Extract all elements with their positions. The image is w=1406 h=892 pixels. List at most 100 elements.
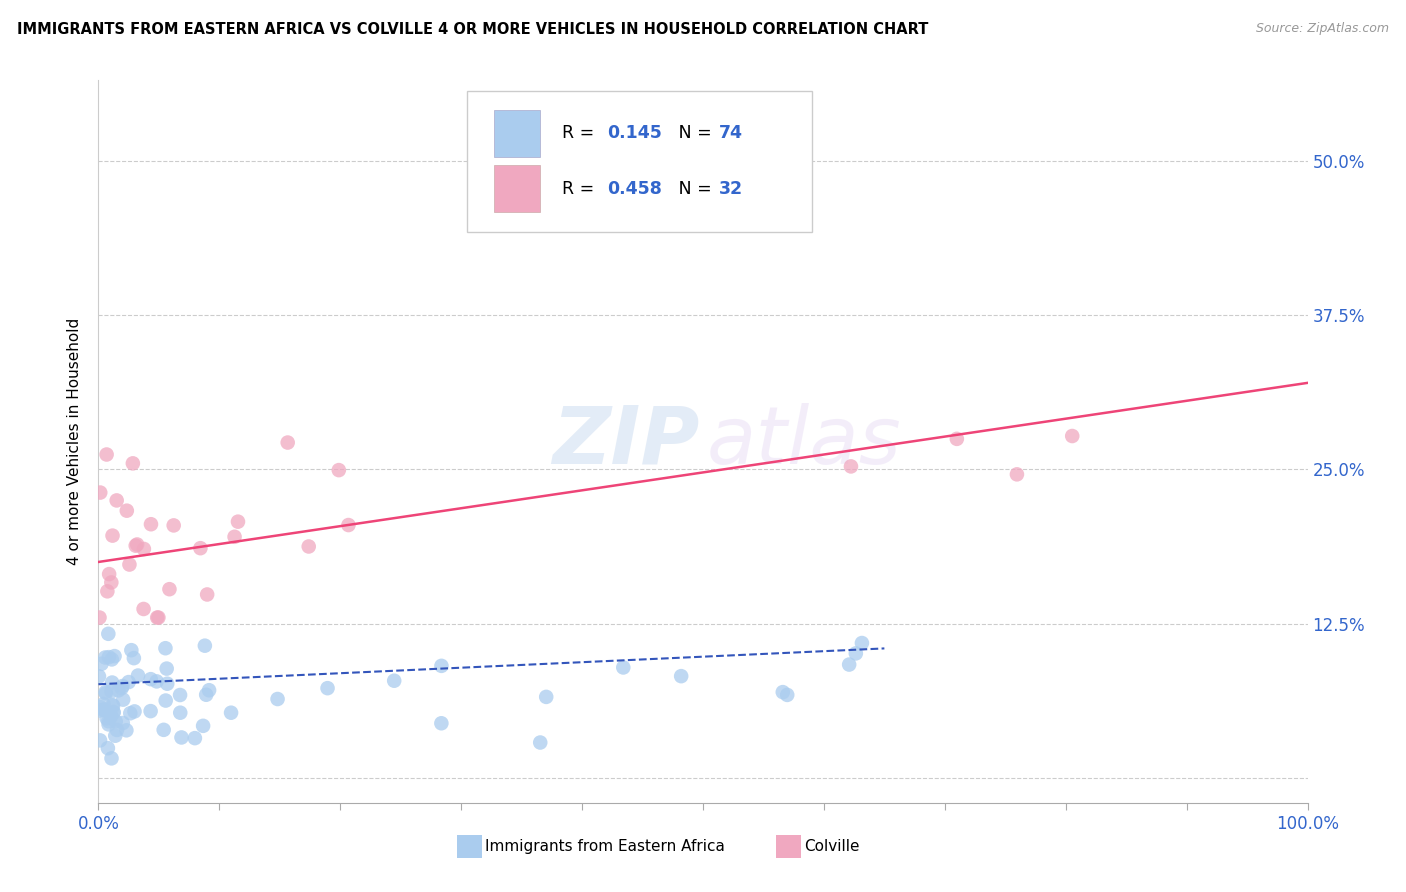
Point: [156, 676, 179, 690]
Point: [111, 716, 134, 731]
Point: [93, 697, 115, 711]
Point: [1062, 429, 1084, 443]
Point: [146, 610, 169, 624]
Point: [337, 518, 360, 533]
Point: [139, 517, 162, 532]
Point: [115, 504, 138, 518]
Point: [101, 652, 124, 666]
Point: [195, 688, 218, 702]
Point: [103, 705, 125, 719]
Point: [103, 706, 125, 720]
Point: [226, 515, 249, 529]
Text: R =: R =: [561, 179, 599, 198]
Point: [89, 733, 111, 747]
Point: [93, 703, 115, 717]
Point: [152, 723, 174, 737]
Point: [139, 704, 162, 718]
Point: [89, 700, 111, 714]
Point: [93, 703, 115, 717]
Point: [97, 717, 120, 731]
Point: [851, 636, 873, 650]
Point: [101, 528, 124, 542]
Point: [125, 539, 148, 553]
Point: [195, 587, 218, 601]
Point: [101, 698, 124, 713]
Point: [124, 705, 146, 719]
Point: [224, 530, 246, 544]
Point: [89, 610, 111, 624]
Point: [127, 537, 149, 551]
Text: 32: 32: [718, 179, 742, 198]
Point: [328, 463, 350, 477]
Point: [145, 674, 167, 689]
Point: [96, 448, 118, 462]
Point: [103, 649, 125, 664]
Point: [107, 683, 129, 698]
Point: [101, 698, 124, 713]
Point: [117, 675, 139, 690]
Point: [100, 751, 122, 765]
Point: [529, 735, 551, 749]
Point: [96, 584, 118, 599]
Point: [104, 729, 127, 743]
Point: [94, 686, 117, 700]
Point: [156, 662, 179, 676]
Point: [155, 641, 177, 656]
Point: [87, 669, 110, 683]
Point: [382, 673, 405, 688]
Point: [159, 582, 181, 597]
Point: [612, 660, 634, 674]
Point: [845, 646, 868, 660]
Point: [100, 575, 122, 590]
Text: ZIP: ZIP: [553, 402, 699, 481]
Point: [170, 731, 193, 745]
Point: [184, 731, 207, 746]
Point: [1005, 467, 1028, 482]
Point: [316, 681, 339, 695]
Text: 0.458: 0.458: [607, 179, 662, 198]
Point: [96, 711, 118, 725]
Bar: [494, 165, 540, 212]
Point: [90, 657, 112, 671]
Point: [169, 688, 191, 702]
Text: IMMIGRANTS FROM EASTERN AFRICA VS COLVILLE 4 OR MORE VEHICLES IN HOUSEHOLD CORRE: IMMIGRANTS FROM EASTERN AFRICA VS COLVIL…: [17, 22, 928, 37]
Point: [100, 684, 122, 698]
Point: [98, 567, 121, 582]
Text: Colville: Colville: [804, 839, 859, 854]
Y-axis label: 4 or more Vehicles in Household: 4 or more Vehicles in Household: [67, 318, 83, 566]
Point: [120, 643, 142, 657]
Point: [163, 518, 186, 533]
Point: [132, 602, 155, 616]
Point: [430, 716, 453, 731]
Point: [97, 650, 120, 665]
Text: 0.145: 0.145: [607, 124, 662, 142]
Point: [121, 456, 143, 470]
Point: [191, 719, 214, 733]
Point: [198, 683, 221, 698]
Point: [169, 706, 191, 720]
Text: atlas: atlas: [707, 402, 901, 481]
Point: [669, 669, 692, 683]
Point: [118, 558, 141, 572]
Point: [104, 714, 127, 729]
Point: [112, 692, 135, 706]
Point: [89, 704, 111, 718]
Point: [148, 610, 170, 624]
Point: [155, 693, 177, 707]
Text: N =: N =: [662, 179, 717, 198]
FancyBboxPatch shape: [467, 91, 811, 232]
Point: [97, 714, 120, 728]
Point: [838, 657, 860, 672]
Point: [534, 690, 557, 704]
Point: [100, 710, 122, 724]
Point: [219, 706, 242, 720]
Text: Source: ZipAtlas.com: Source: ZipAtlas.com: [1256, 22, 1389, 36]
Point: [127, 668, 149, 682]
Point: [430, 658, 453, 673]
Point: [97, 741, 120, 756]
Point: [94, 685, 117, 699]
Point: [839, 459, 862, 474]
Point: [772, 685, 794, 699]
Point: [194, 639, 217, 653]
Text: 74: 74: [718, 124, 742, 142]
